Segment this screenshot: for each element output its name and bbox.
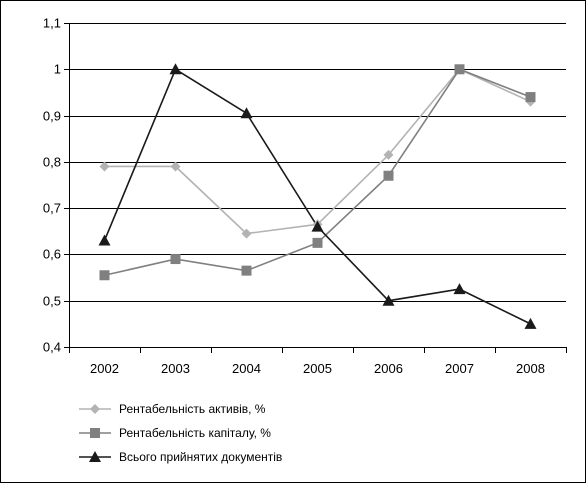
legend-label-1: Рентабельність активів, % — [119, 402, 266, 416]
y-axis-ticks: 0,4 0,5 0,6 0,7 0,8 0,9 1 1,1 — [43, 16, 69, 355]
y-tick-label: 0,5 — [43, 294, 61, 309]
series-2-point — [312, 237, 323, 248]
gridlines — [69, 23, 566, 348]
legend-marker-1 — [90, 404, 100, 414]
y-tick-label: 0,9 — [43, 109, 61, 124]
legend-marker-2 — [90, 428, 100, 438]
x-tick-label: 2003 — [161, 361, 190, 376]
x-axis-ticks: 2002 2003 2004 2005 2006 2007 2008 — [69, 347, 567, 376]
series-2-point — [525, 92, 536, 103]
series-1-point — [99, 161, 110, 172]
series-1-point — [383, 149, 394, 160]
x-tick-label: 2008 — [516, 361, 545, 376]
series-1-point — [241, 228, 252, 239]
series-3-point — [169, 63, 182, 75]
x-tick-label: 2002 — [90, 361, 119, 376]
legend-label-3: Всього прийнятих документів — [119, 450, 282, 464]
series-2-point — [383, 170, 394, 181]
series-3-point — [453, 283, 466, 295]
y-tick-label: 0,7 — [43, 201, 61, 216]
y-tick-label: 1 — [54, 62, 61, 77]
series-1-point — [170, 161, 181, 172]
series-2-point — [99, 270, 110, 281]
series-3-point — [98, 234, 111, 246]
series-lines — [103, 68, 531, 325]
series-3-point — [382, 294, 395, 306]
series-3-point — [240, 107, 253, 119]
series-line-3 — [103, 68, 531, 325]
series-3-point — [524, 317, 537, 329]
legend-label-2: Рентабельність капіталу, % — [119, 426, 271, 440]
y-tick-label: 1,1 — [43, 16, 61, 31]
series-2-point — [454, 64, 465, 75]
y-tick-label: 0,6 — [43, 247, 61, 262]
y-tick-label: 0,4 — [43, 340, 61, 355]
legend: Рентабельність активів, % Рентабельність … — [79, 402, 282, 464]
series-markers — [98, 63, 537, 329]
series-3-point — [311, 220, 324, 232]
x-tick-label: 2006 — [374, 361, 403, 376]
x-tick-label: 2007 — [445, 361, 474, 376]
y-tick-label: 0,8 — [43, 155, 61, 170]
legend-marker-3 — [89, 451, 101, 462]
series-2-point — [170, 254, 181, 265]
x-tick-label: 2004 — [232, 361, 261, 376]
x-tick-label: 2005 — [303, 361, 332, 376]
series-2-point — [241, 265, 252, 276]
axes — [69, 23, 566, 348]
